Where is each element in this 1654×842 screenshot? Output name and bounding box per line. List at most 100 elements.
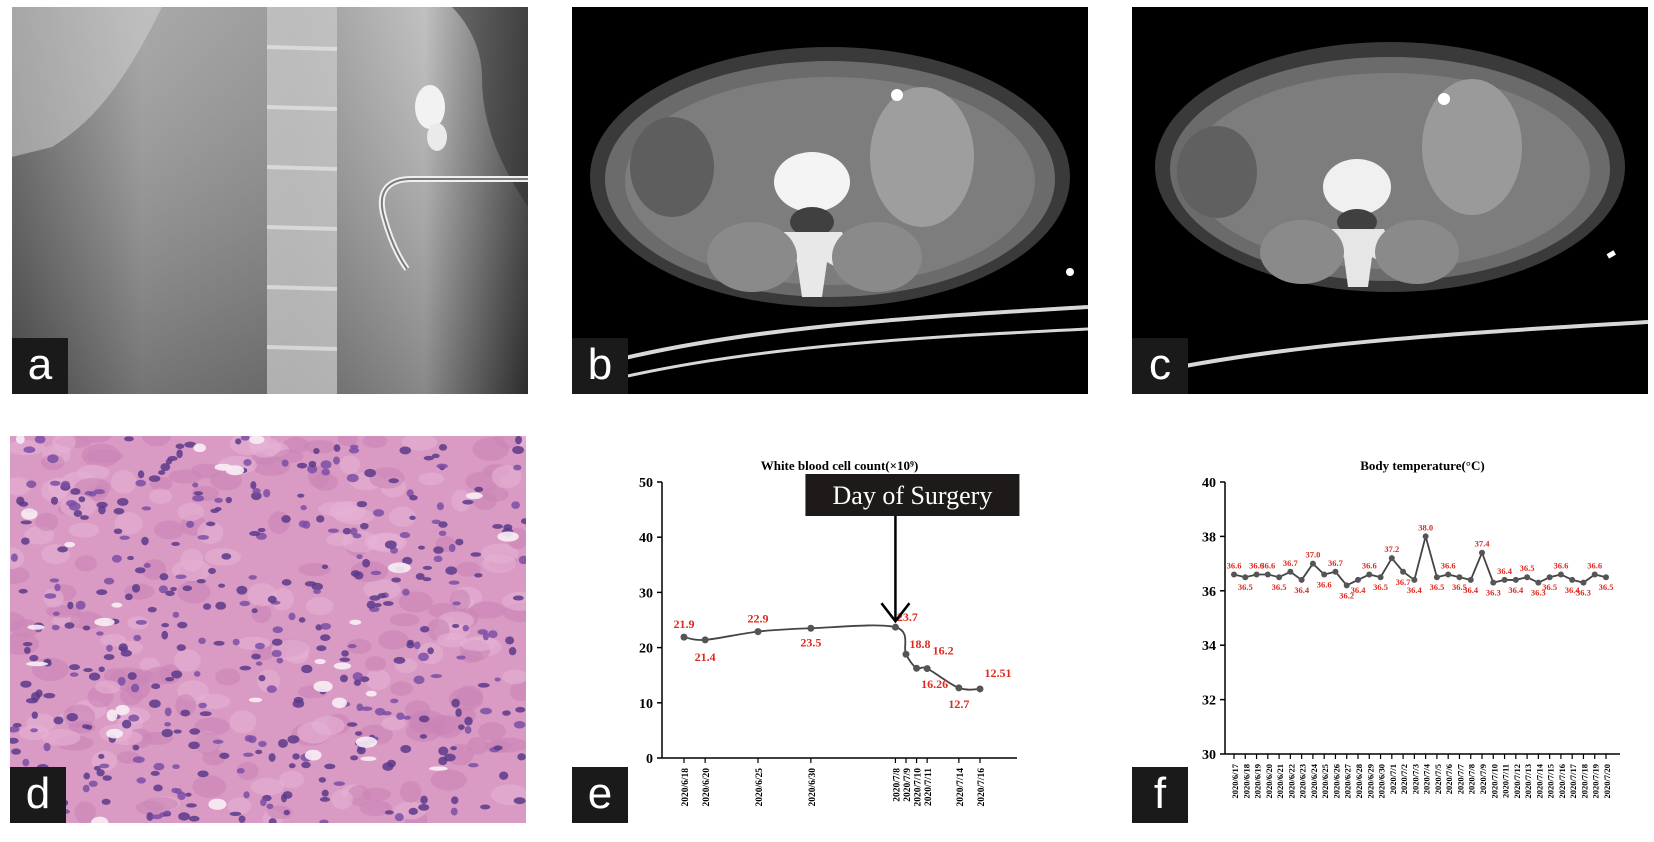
- data-label: 36.7: [1396, 577, 1412, 587]
- data-label: 36.7: [1328, 558, 1344, 568]
- x-tick-label: 2020/6/20: [1264, 764, 1274, 798]
- series-line: [1233, 532, 1607, 587]
- data-point: [1490, 579, 1497, 586]
- data-label: 36.5: [1520, 563, 1535, 573]
- x-tick-label: 2020/6/18: [1241, 764, 1251, 798]
- data-label: 36.4: [1508, 585, 1524, 595]
- ct-image-b: [572, 7, 1088, 394]
- panel-label-b: b: [572, 338, 628, 394]
- x-tick-label: 2020/6/22: [1286, 764, 1296, 798]
- x-tick-label: 2020/6/19: [1253, 764, 1263, 798]
- data-point: [1264, 571, 1271, 578]
- data-point: [1309, 560, 1316, 567]
- chart-title: Body temperature(°C): [1360, 458, 1484, 473]
- data-point: [1355, 576, 1361, 583]
- x-tick-label: 2020/6/26: [1331, 764, 1341, 798]
- data-point: [1400, 568, 1407, 575]
- panel-label-a: a: [12, 338, 68, 394]
- data-point: [701, 636, 709, 644]
- panel-f-temperature-chart: Body temperature(°C) 30 32 34 36 38 40 2020/6/1…: [1132, 436, 1648, 836]
- data-point: [1591, 571, 1598, 578]
- data-label: 36.3: [1486, 588, 1501, 598]
- data-label: 37.4: [1475, 539, 1491, 549]
- x-tick-label: 2020/6/27: [1343, 763, 1353, 798]
- y-tick-label: 40: [639, 531, 653, 546]
- data-point: [1411, 576, 1418, 583]
- histology-image: [10, 436, 526, 823]
- annotation-text: Day of Surgery: [833, 481, 993, 510]
- temperature-chart-svg: Body temperature(°C) 30 32 34 36 38 40 2020/6/1…: [1202, 458, 1620, 798]
- panel-label-c: c: [1132, 338, 1188, 394]
- data-label: 37.2: [1384, 544, 1399, 554]
- data-point: [1535, 579, 1542, 586]
- y-tick-label: 10: [639, 697, 653, 712]
- data-point: [1298, 576, 1305, 583]
- data-label: 36.2: [1339, 590, 1354, 600]
- y-tick-label: 30: [1202, 748, 1216, 763]
- panel-e-wbc-chart: White blood cell count(×10⁹) 0 10 20 30 40 50 2…: [572, 436, 1088, 836]
- y-tick-label: 38: [1202, 530, 1216, 545]
- panel-c-ct: c: [1132, 7, 1648, 394]
- ct-image-c: [1132, 7, 1648, 394]
- panel-a-xray: a: [12, 7, 528, 394]
- spine: [267, 7, 337, 394]
- panel-label-f: f: [1132, 767, 1188, 823]
- data-point: [1501, 576, 1508, 583]
- x-tick-label: 2020/7/12: [1512, 764, 1522, 798]
- data-label: 16.2: [933, 644, 954, 658]
- data-point: [754, 628, 762, 636]
- data-point: [807, 624, 815, 632]
- data-label: 36.4: [1463, 585, 1479, 595]
- x-tick-label: 2020/6/17: [1230, 763, 1240, 798]
- x-tick-label: 2020/6/28: [1354, 764, 1364, 798]
- x-tick-label: 2020/6/18: [681, 768, 691, 807]
- x-tick-label: 2020/6/23: [1298, 764, 1308, 798]
- data-label: 36.4: [1407, 585, 1423, 595]
- data-point: [902, 650, 910, 658]
- y-tick-label: 36: [1202, 585, 1216, 600]
- x-tick-label: 2020/6/30: [1377, 764, 1387, 798]
- data-point: [1445, 571, 1452, 578]
- data-point: [1321, 571, 1328, 578]
- data-point: [1242, 574, 1249, 581]
- data-label: 36.5: [1373, 582, 1388, 592]
- data-label: 36.5: [1429, 582, 1444, 592]
- xray-image: [12, 7, 528, 394]
- y-tick-label: 32: [1202, 694, 1216, 709]
- data-point: [1332, 568, 1339, 575]
- x-tick-label: 2020/7/8: [1467, 764, 1477, 794]
- data-label: 36.4: [1351, 585, 1367, 595]
- x-tick-label: 2020/7/14: [1534, 763, 1544, 798]
- x-tick-label: 2020/7/15: [1546, 764, 1556, 798]
- x-tick-label: 2020/7/8: [892, 768, 902, 802]
- data-point: [1546, 574, 1553, 581]
- x-tick-label: 2020/6/24: [1309, 763, 1319, 798]
- data-point: [1366, 571, 1373, 578]
- y-tick-label: 34: [1202, 639, 1216, 654]
- x-tick-label: 2020/7/4: [1422, 763, 1432, 794]
- x-tick-label: 2020/7/6: [1444, 764, 1454, 794]
- data-label: 36.6: [1553, 560, 1568, 570]
- data-point: [913, 664, 921, 672]
- panel-label-e: e: [572, 767, 628, 823]
- data-point: [1343, 582, 1350, 589]
- data-point: [1512, 576, 1519, 583]
- data-point: [955, 684, 963, 692]
- data-label: 36.5: [1599, 582, 1614, 592]
- data-label: 37.0: [1305, 550, 1320, 560]
- data-label: 36.6: [1587, 560, 1602, 570]
- x-tick-label: 2020/6/30: [808, 768, 818, 807]
- data-point: [1603, 574, 1609, 581]
- data-label: 21.4: [695, 650, 716, 664]
- x-tick-label: 2020/6/29: [1365, 764, 1375, 798]
- y-tick-label: 50: [639, 476, 653, 491]
- data-point: [891, 623, 899, 631]
- data-label: 36.5: [1542, 582, 1557, 592]
- data-point: [1388, 555, 1395, 562]
- data-label: 22.9: [748, 612, 769, 626]
- data-point: [1456, 574, 1463, 581]
- data-label: 36.3: [1531, 588, 1546, 598]
- x-tick-label: 2020/7/1: [1388, 764, 1398, 794]
- data-point: [976, 685, 984, 693]
- data-point: [1287, 568, 1294, 575]
